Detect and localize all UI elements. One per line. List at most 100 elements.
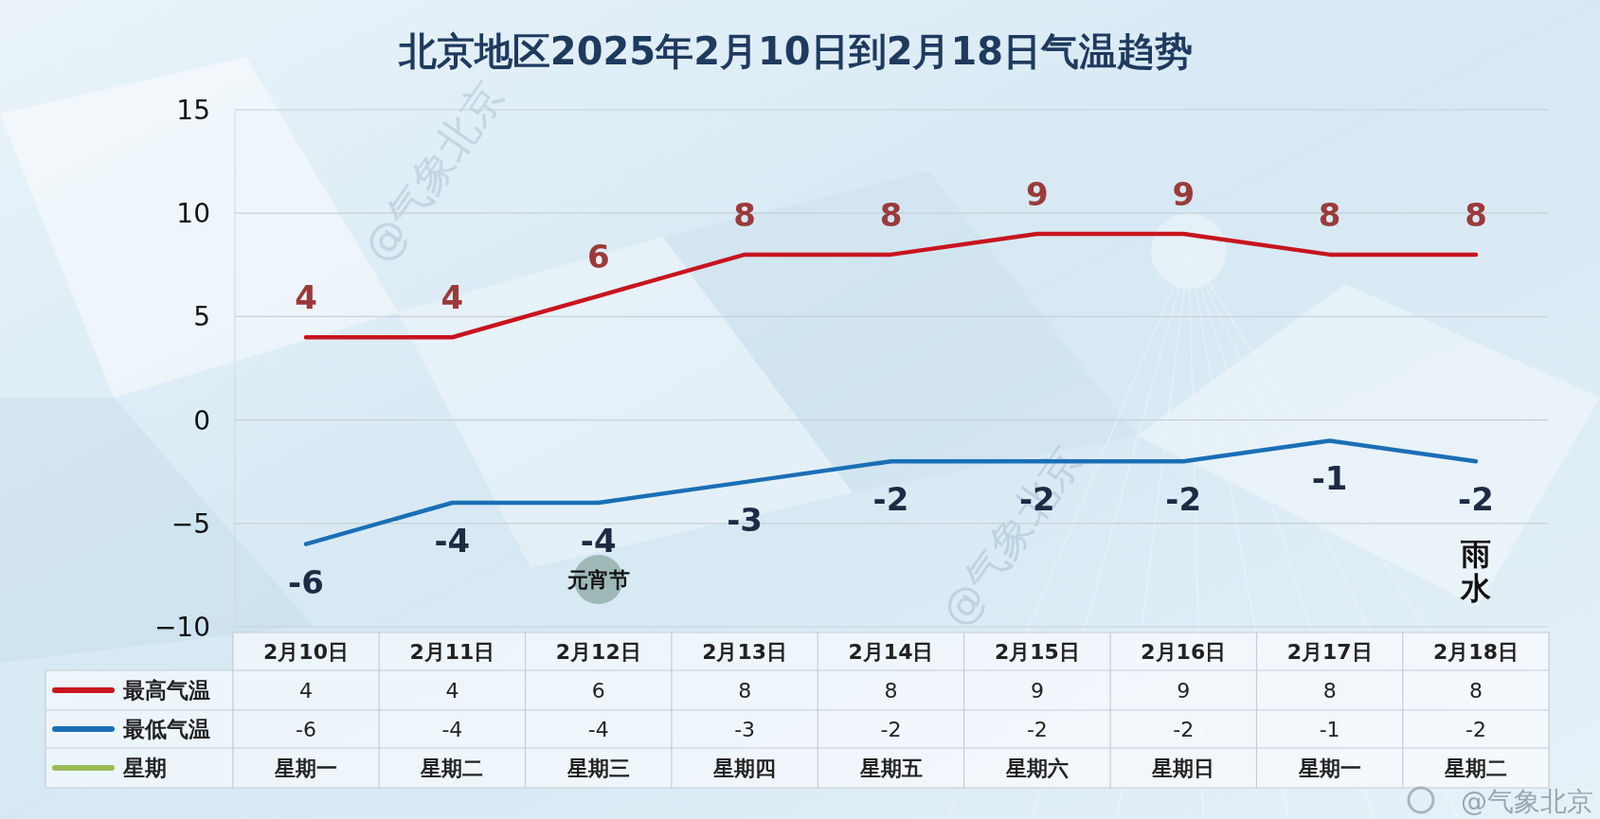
series-line <box>305 440 1476 544</box>
table-rule <box>1109 632 1111 789</box>
x-tick-label: 2月17日 <box>1287 640 1373 665</box>
data-label: 8 <box>1464 196 1488 234</box>
source-icon <box>1408 788 1434 813</box>
table-rule <box>670 632 672 789</box>
data-label: 8 <box>1318 196 1342 234</box>
table-cell: 星期四 <box>712 756 776 781</box>
table-cell: 星期六 <box>1005 756 1069 781</box>
chart: 北京地区2025年2月10日到2月18日气温趋势@气象北京@气象北京−10−50… <box>0 0 1600 819</box>
y-tick-label: −5 <box>171 508 211 540</box>
table-rule <box>45 787 1549 789</box>
table-cell: 4 <box>445 679 459 703</box>
data-label: 9 <box>1171 175 1195 214</box>
x-tick-label: 2月16日 <box>1140 640 1226 665</box>
x-tick-label: 2月18日 <box>1433 640 1519 665</box>
table-cell: -3 <box>734 718 756 742</box>
x-tick-label: 2月13日 <box>701 640 788 665</box>
x-tick-label: 2月12日 <box>556 640 642 665</box>
table-rule <box>232 632 234 789</box>
table-cell: 8 <box>1323 679 1337 703</box>
decoration-shape <box>0 397 313 664</box>
table-cell: 星期一 <box>1297 756 1362 781</box>
x-tick-label: 2月11日 <box>409 640 495 665</box>
series-line <box>305 233 1476 338</box>
table-cell: 星期二 <box>1443 756 1508 781</box>
watermark: @气象北京 <box>931 436 1091 635</box>
data-label: -2 <box>1019 480 1056 519</box>
x-tick-label: 2月14日 <box>848 640 935 665</box>
legend-swatch <box>54 687 112 694</box>
legend-swatch <box>54 765 112 772</box>
data-label: -1 <box>1312 459 1349 498</box>
table-rule <box>378 632 380 789</box>
y-axis-line <box>234 109 236 628</box>
table-rule <box>44 670 46 789</box>
table-cell: 星期三 <box>566 756 630 781</box>
table-rule <box>524 632 526 789</box>
grid-line <box>234 419 1548 421</box>
table-cell: 星期五 <box>859 756 923 781</box>
decoration <box>0 56 1600 819</box>
table-cell: 星期二 <box>419 756 484 781</box>
table-cell: 8 <box>884 679 899 703</box>
table-cell: 9 <box>1030 679 1044 703</box>
grid-line <box>234 522 1548 524</box>
table-rule <box>45 747 1549 749</box>
data-label: 9 <box>1025 175 1049 214</box>
x-tick-label: 2月10日 <box>263 640 349 665</box>
table-rule <box>1256 632 1258 789</box>
decoration-glow <box>1150 213 1227 289</box>
table-cell: -4 <box>588 718 610 742</box>
grid-line <box>234 316 1548 318</box>
table-rule <box>45 709 1549 711</box>
title: 北京地区2025年2月10日到2月18日气温趋势 <box>397 29 1193 73</box>
legend-label: 星期 <box>122 755 167 781</box>
table-cell: 8 <box>1469 679 1483 703</box>
table-cell: -2 <box>1172 718 1194 742</box>
annotation: 雨水 <box>1459 536 1493 607</box>
table-cell: 6 <box>592 679 606 703</box>
source: @气象北京 <box>1460 786 1594 818</box>
decoration-shape <box>0 56 398 398</box>
table-rule <box>45 669 1549 671</box>
data-label: 8 <box>880 196 903 234</box>
legend-swatch <box>54 726 112 733</box>
table-rule <box>817 632 819 789</box>
data-label: 4 <box>441 278 465 317</box>
data-label: -2 <box>1457 480 1494 519</box>
data-label: -2 <box>873 480 910 519</box>
table-cell: 4 <box>299 679 313 703</box>
data-label: -6 <box>287 563 324 602</box>
table-bg <box>45 670 234 789</box>
table-cell: 星期一 <box>273 756 338 781</box>
table-cell: -2 <box>880 718 902 742</box>
data-table: 2月10日2月11日2月12日2月13日2月14日2月15日2月16日2月17日… <box>45 632 1549 789</box>
y-tick-label: 10 <box>176 197 211 230</box>
table-rule <box>233 631 1549 633</box>
legend-label: 最低气温 <box>122 717 211 742</box>
table-rule <box>1548 632 1550 789</box>
decoration-shape <box>663 170 1137 493</box>
table-rule <box>1402 632 1403 789</box>
data-label: -4 <box>433 521 470 560</box>
table-cell: -1 <box>1319 718 1341 742</box>
table-cell: 9 <box>1176 679 1190 703</box>
grid-line <box>234 108 1548 110</box>
data-label: 6 <box>587 237 611 276</box>
y-tick-label: 5 <box>193 301 211 333</box>
watermark: @气象北京 <box>353 71 513 270</box>
lines <box>305 233 1476 545</box>
table-rule <box>963 632 965 789</box>
y-tick-label: 15 <box>176 94 211 126</box>
table-cell: 星期日 <box>1150 756 1215 781</box>
annotation: 元宵节 <box>566 567 630 593</box>
data-label: 4 <box>294 278 318 317</box>
data-label: -4 <box>580 521 617 560</box>
legend-label: 最高气温 <box>122 678 211 703</box>
grid-line <box>234 626 1548 628</box>
y-tick-label: −10 <box>154 611 211 644</box>
y-tick-label: 0 <box>193 405 211 437</box>
table-cell: -2 <box>1465 718 1487 742</box>
table-cell: -2 <box>1026 718 1048 742</box>
data-label: -3 <box>726 501 763 540</box>
